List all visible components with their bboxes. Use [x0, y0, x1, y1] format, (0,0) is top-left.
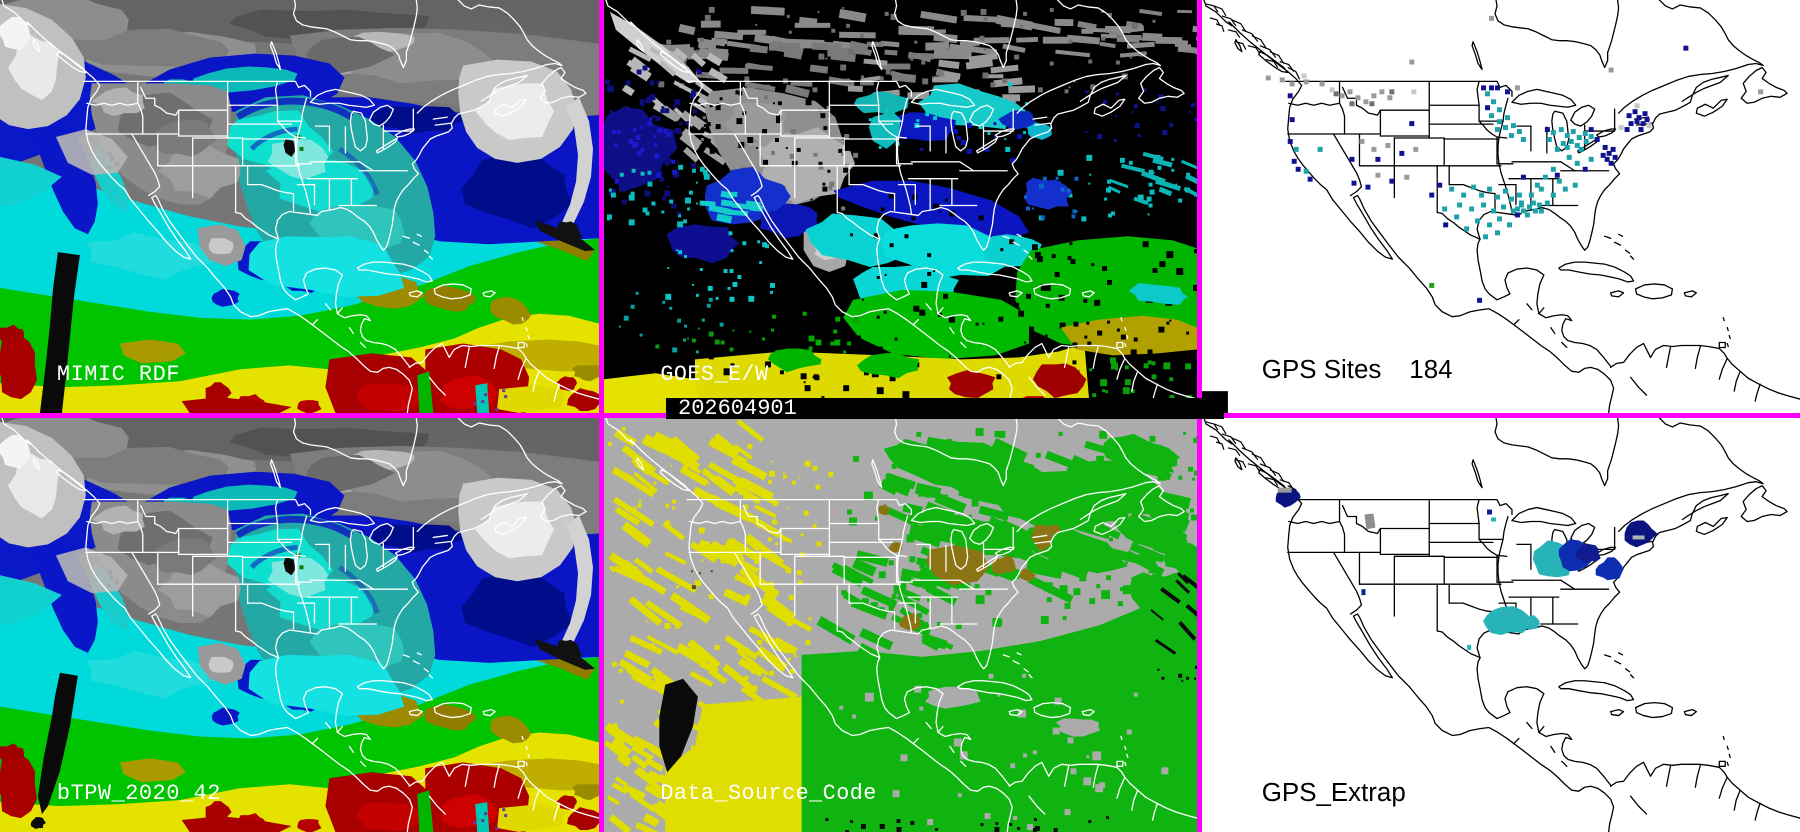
svg-text:184: 184	[1409, 356, 1452, 384]
svg-text:GPS_Extrap: GPS_Extrap	[1262, 779, 1406, 807]
svg-text:GOES_E/W: GOES_E/W	[660, 362, 769, 387]
svg-text:MIMIC RDF: MIMIC RDF	[57, 362, 180, 387]
svg-text:Data_Source_Code: Data_Source_Code	[660, 781, 876, 806]
svg-text:bTPW_2020_42: bTPW_2020_42	[57, 781, 221, 806]
svg-text:GPS Sites: GPS Sites	[1262, 356, 1382, 384]
